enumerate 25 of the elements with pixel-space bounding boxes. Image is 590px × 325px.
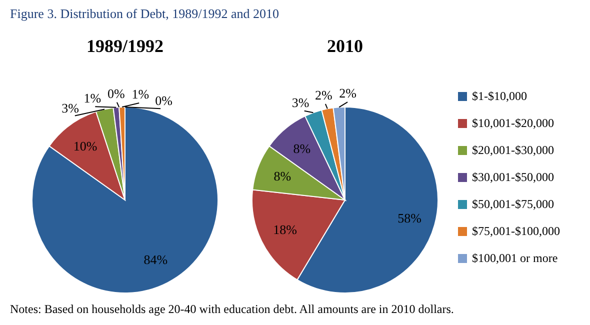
data-label: 2% <box>314 88 332 103</box>
legend-label: $1-$10,000 <box>472 89 527 104</box>
slice-label: 1989/1992 <box>85 36 164 57</box>
data-label: 18% <box>273 222 298 238</box>
data-label: 1% <box>84 90 102 106</box>
data-label: 2% <box>339 86 357 101</box>
data-label: 3% <box>62 100 80 116</box>
legend-label: $100,001 or more <box>472 251 558 266</box>
data-label: 8% <box>274 168 292 184</box>
data-label: 58% <box>398 210 422 226</box>
text: 0% <box>108 86 125 101</box>
legend-label: $20,001-$30,000 <box>472 143 554 158</box>
legend-label: $10,001-$20,000 <box>472 116 554 131</box>
text: 0% <box>155 92 172 108</box>
data-label: 3% <box>292 95 310 110</box>
legend-label: $75,001-$100,000 <box>472 224 560 239</box>
text: Notes: Based on households age 20-40 with education debt. All amounts are in 2010 dollars. <box>10 302 454 317</box>
legend-label: $30,001-$50,000 <box>472 170 554 185</box>
data-label: 1% <box>132 86 150 102</box>
legend-label: $50,001-$75,000 <box>472 197 554 212</box>
data-label: 84% <box>144 252 168 268</box>
slice-label: 2010 <box>326 36 364 57</box>
chart-title: Figure 3. Distribution of Debt, 1989/1992 and 2010 <box>10 6 280 22</box>
data-label: 10% <box>73 138 98 154</box>
data-label: 8% <box>293 141 311 156</box>
